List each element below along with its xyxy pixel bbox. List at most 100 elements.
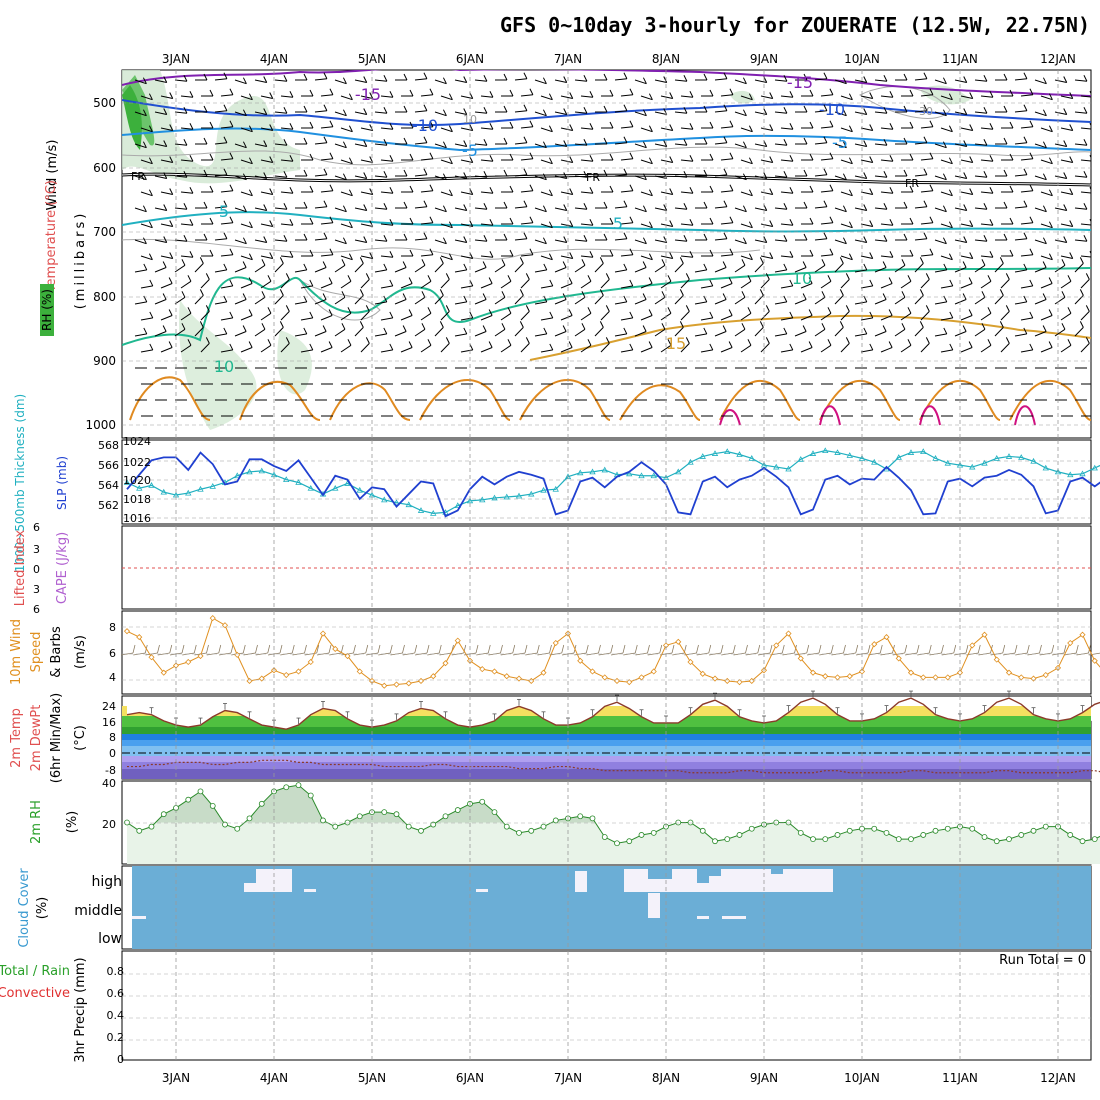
wind-barb — [320, 126, 333, 129]
cape-ytick: 0 — [33, 563, 40, 576]
rh2m-point — [540, 823, 547, 830]
wind-barb — [540, 95, 553, 101]
wind-barb-flag — [563, 236, 568, 243]
wind10-barb — [316, 652, 330, 656]
cape-ytick: 6 — [33, 603, 40, 616]
wind-barb-flag — [342, 205, 347, 212]
wind10-barb — [941, 644, 944, 654]
wind-barb — [380, 223, 393, 226]
rh2m-point — [454, 807, 461, 813]
wind-barb-flag — [329, 248, 334, 255]
wind-barb — [660, 255, 673, 259]
wind-barb-flag — [629, 152, 634, 159]
wind-barb — [260, 312, 272, 321]
wind-barb-flag — [542, 109, 547, 116]
wind10-ytick: 6 — [109, 647, 116, 660]
wind-barb-flag — [623, 104, 628, 111]
wind-barb-flag — [439, 257, 444, 264]
wind-barb — [1014, 174, 1027, 177]
wind-barb-flag — [429, 88, 434, 95]
wind-barb — [520, 190, 533, 193]
wind10-ylabel-unit: (m/s) — [73, 635, 88, 669]
wind-barb-flag — [765, 337, 770, 344]
wind-barb-flag — [309, 279, 314, 287]
wind-barb — [474, 267, 487, 273]
wind-barb — [1034, 239, 1047, 245]
wind-barb — [540, 255, 553, 261]
rh2m-point — [577, 813, 584, 820]
wind-barb — [854, 269, 867, 273]
wind-barb-flag — [1005, 337, 1010, 344]
precip-ylabel-unit: 3hr Precip (mm) — [73, 957, 88, 1062]
wind-barb-flag — [689, 251, 694, 258]
rh-legend-swatch — [40, 284, 54, 336]
wind-barb-flag — [623, 200, 628, 207]
wind-barb — [214, 78, 227, 81]
thickness-ytick: 568 — [98, 439, 119, 452]
wind-barb-flag — [348, 221, 353, 228]
wind-barb — [334, 175, 347, 181]
slp-line — [126, 451, 1100, 518]
wind-barb-flag — [303, 105, 308, 113]
wind10-barb — [585, 644, 589, 654]
wind10-point — [711, 675, 719, 682]
date-label: 3JAN — [162, 1071, 190, 1085]
wind-barb-flag — [328, 277, 333, 284]
wind-barb-flag — [209, 249, 214, 257]
wind-barb — [980, 223, 993, 226]
wind-barb-flag — [1009, 249, 1014, 257]
wind-barb-flag — [463, 108, 468, 115]
wind-barb-flag — [329, 88, 334, 95]
wind-barb-flag — [869, 311, 874, 319]
wind-barb-flag — [389, 311, 394, 319]
wind-barb — [374, 269, 387, 273]
wind-barb-flag — [1042, 325, 1047, 332]
wind-barb — [474, 111, 487, 114]
wind-barb-flag — [199, 257, 204, 264]
wind-barb-flag — [987, 307, 992, 314]
rh2m-ytick: 20 — [102, 818, 116, 831]
wind-barb-flag — [587, 339, 592, 346]
wind-barb-flag — [809, 121, 814, 129]
wind-barb — [820, 126, 833, 129]
rh2m-point — [810, 836, 816, 842]
wind-barb — [340, 127, 353, 133]
wind-barb — [154, 143, 167, 147]
wind-barb — [980, 344, 992, 353]
wind-barb — [414, 110, 427, 113]
profile-ylabel-temp: Temperature (°C) — [44, 180, 59, 293]
wind-barb-flag — [648, 277, 653, 284]
wind-barb-flag — [609, 249, 614, 257]
wind10-barb — [426, 644, 430, 654]
wind-barb — [894, 296, 906, 305]
wind-barb — [514, 295, 524, 305]
wind-barb — [320, 190, 333, 193]
thickness-point — [577, 469, 584, 476]
isotherm-plus-5 — [122, 211, 1091, 233]
wind-barb — [194, 327, 204, 337]
wind-barb — [574, 264, 586, 273]
wind-barb-flag — [187, 307, 192, 314]
wind-barb — [480, 191, 493, 194]
wind-barb-flag — [703, 73, 708, 81]
thickness-point — [136, 484, 143, 491]
wind-barb — [674, 295, 684, 305]
wind-barb-flag — [642, 237, 647, 244]
rh2m-point — [1067, 832, 1074, 838]
wind-barb-flag — [242, 109, 247, 116]
wind-barb-flag — [722, 325, 727, 332]
wind-barb-flag — [463, 236, 468, 243]
wind-barb — [340, 159, 353, 165]
wind-barb — [280, 255, 293, 258]
wind10-barb — [806, 652, 820, 656]
wind-barb — [280, 191, 293, 194]
wind-barb — [440, 255, 453, 261]
wind-barb — [720, 315, 733, 321]
wind10-barb — [647, 644, 650, 654]
wind-barb — [180, 191, 193, 194]
wind-barb — [260, 191, 273, 195]
wind-barb-flag — [629, 311, 634, 319]
wind10-point — [344, 652, 351, 660]
wind-barb-flag — [703, 233, 708, 241]
wind-barb-flag — [263, 204, 268, 211]
